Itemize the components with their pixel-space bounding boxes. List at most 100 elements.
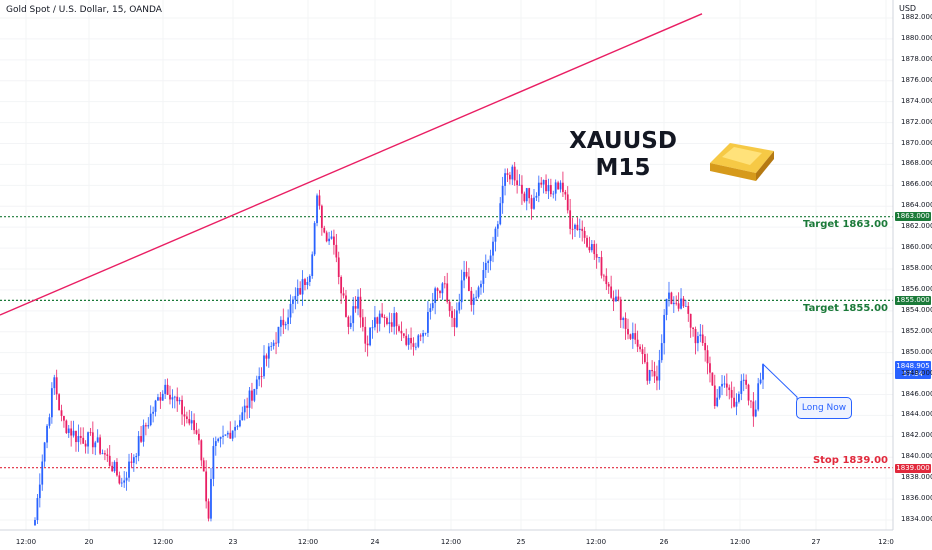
candle-body — [383, 316, 386, 319]
candle-body — [468, 276, 470, 291]
time-tick-label: 25 — [516, 538, 526, 546]
candle-body — [118, 475, 121, 484]
candle — [578, 218, 581, 238]
candle-body — [542, 180, 545, 185]
candle — [176, 387, 179, 412]
candle — [128, 453, 130, 482]
candle — [562, 171, 564, 198]
candle-body — [603, 275, 605, 277]
candle-body — [142, 425, 145, 442]
long-now-callout[interactable]: Long Now — [796, 397, 852, 419]
candle-body — [629, 334, 632, 339]
candle — [566, 186, 569, 214]
candle — [554, 179, 557, 201]
candle-body — [125, 477, 128, 481]
candle — [687, 302, 690, 322]
candle-body — [704, 342, 707, 351]
candle-body — [706, 350, 709, 364]
candle-body — [41, 461, 44, 485]
candle — [762, 363, 764, 390]
candle — [48, 413, 51, 429]
candle — [468, 267, 470, 292]
candle-body — [185, 416, 188, 419]
target-2-price-tag: 1855.000 — [895, 296, 931, 305]
candle-body — [687, 305, 690, 314]
candle — [337, 251, 340, 285]
candle — [460, 269, 463, 310]
candle-body — [665, 298, 668, 315]
candle-body — [641, 349, 644, 355]
candle-body — [554, 182, 557, 194]
candle — [569, 198, 572, 235]
candle — [487, 259, 490, 273]
candle — [750, 400, 752, 409]
candle-body — [284, 324, 287, 326]
candle-body — [627, 328, 629, 335]
candle-body — [132, 457, 135, 463]
time-tick-label: 12:00 — [585, 538, 607, 546]
candle — [711, 372, 714, 386]
candle-body — [518, 184, 521, 186]
candle — [733, 386, 735, 408]
candle-body — [480, 283, 482, 288]
price-tick-label: 1864.000 — [901, 201, 932, 210]
candle-body — [104, 453, 106, 455]
candle-body — [737, 393, 740, 402]
candle-body — [562, 182, 564, 192]
candle — [574, 223, 576, 238]
candle-body — [417, 335, 420, 347]
candle — [393, 306, 396, 335]
candle-body — [371, 327, 374, 329]
candle — [643, 347, 646, 364]
candle — [265, 353, 268, 367]
candle — [414, 342, 417, 351]
candle-body — [750, 400, 752, 402]
candle-body — [446, 283, 449, 302]
candle — [496, 220, 499, 237]
candle-body — [251, 390, 253, 401]
candle-body — [352, 306, 355, 324]
candle — [723, 375, 726, 388]
candle-body — [752, 401, 755, 417]
candle — [395, 311, 398, 335]
candle — [443, 276, 446, 289]
price-tick-label: 1862.000 — [901, 222, 932, 231]
candle — [639, 344, 641, 352]
candle — [198, 428, 200, 445]
candle — [583, 226, 586, 244]
candle-body — [525, 188, 528, 202]
candle — [306, 276, 309, 290]
candle — [289, 294, 292, 324]
candle-body — [465, 271, 468, 277]
candle — [615, 289, 617, 302]
candle — [359, 288, 362, 328]
candle — [352, 297, 355, 332]
candle-body — [463, 271, 465, 281]
candle-body — [439, 290, 441, 294]
candle-body — [373, 317, 376, 328]
candle-body — [214, 441, 217, 447]
candle — [465, 261, 468, 279]
candle-body — [668, 292, 670, 299]
candle — [506, 168, 509, 182]
candle — [345, 289, 347, 318]
candle — [173, 395, 176, 409]
candle — [634, 323, 637, 345]
candle-body — [366, 343, 369, 346]
candle-body — [123, 480, 126, 483]
candle-body — [323, 227, 326, 233]
candle — [79, 427, 82, 445]
candle-body — [566, 194, 569, 211]
candle-body — [260, 376, 263, 377]
chart-grid — [0, 0, 893, 530]
candle-body — [229, 432, 232, 439]
candle-body — [574, 224, 576, 229]
candle — [313, 221, 316, 257]
candle — [728, 384, 731, 400]
candle — [296, 279, 299, 304]
candle-body — [301, 279, 304, 295]
candle-body — [504, 173, 506, 186]
candle — [656, 365, 658, 391]
candle — [231, 430, 234, 442]
